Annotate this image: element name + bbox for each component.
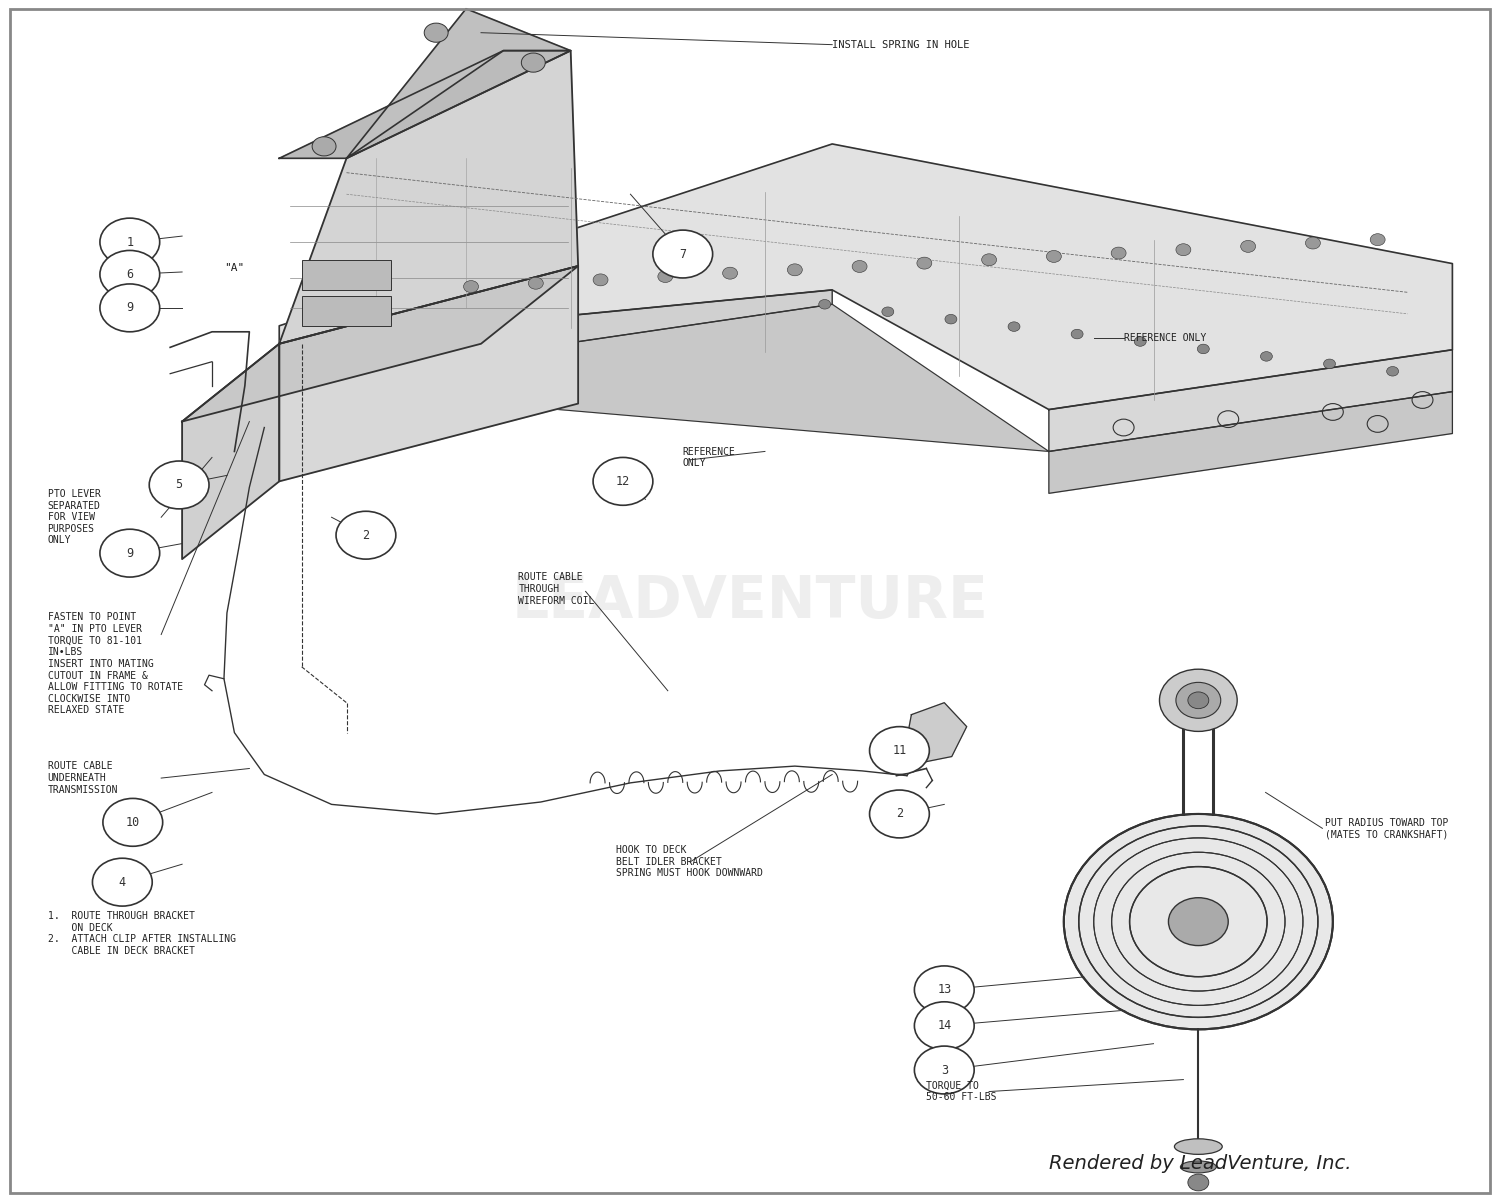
Text: 13: 13 (938, 983, 951, 996)
Circle shape (870, 727, 930, 774)
Circle shape (1197, 344, 1209, 353)
Circle shape (652, 230, 712, 278)
Circle shape (915, 1046, 974, 1094)
Circle shape (100, 284, 159, 332)
Circle shape (522, 53, 546, 72)
Circle shape (100, 218, 159, 266)
Text: 6: 6 (126, 268, 134, 281)
Circle shape (945, 315, 957, 325)
Circle shape (464, 280, 478, 292)
Circle shape (1260, 352, 1272, 361)
Circle shape (1168, 898, 1228, 946)
Text: PUT RADIUS TOWARD TOP
(MATES TO CRANKSHAFT): PUT RADIUS TOWARD TOP (MATES TO CRANKSHA… (1326, 817, 1449, 839)
Text: TORQUE TO
50-60 FT-LBS: TORQUE TO 50-60 FT-LBS (927, 1081, 998, 1102)
Circle shape (916, 257, 932, 269)
Text: 11: 11 (892, 744, 906, 757)
Circle shape (312, 137, 336, 156)
Text: 10: 10 (126, 816, 140, 829)
Circle shape (1134, 337, 1146, 346)
Polygon shape (279, 50, 570, 159)
Ellipse shape (1174, 1138, 1222, 1154)
Polygon shape (279, 304, 1048, 452)
Circle shape (1176, 244, 1191, 256)
Polygon shape (1048, 392, 1452, 493)
Polygon shape (908, 703, 966, 762)
Polygon shape (279, 290, 833, 386)
Circle shape (100, 250, 159, 298)
Ellipse shape (1180, 1161, 1216, 1173)
Text: "A": "A" (224, 263, 245, 273)
Circle shape (852, 261, 867, 273)
Text: 2: 2 (896, 808, 903, 821)
Text: 5: 5 (176, 478, 183, 492)
Text: 7: 7 (680, 248, 687, 261)
Polygon shape (279, 144, 1452, 410)
Circle shape (1323, 359, 1335, 369)
Text: 9: 9 (126, 547, 134, 560)
Text: INSTALL SPRING IN HOLE: INSTALL SPRING IN HOLE (833, 40, 969, 49)
Text: 14: 14 (938, 1019, 951, 1033)
Text: Rendered by LeadVenture, Inc.: Rendered by LeadVenture, Inc. (1048, 1154, 1352, 1173)
Circle shape (1112, 248, 1126, 260)
Circle shape (100, 529, 159, 577)
Circle shape (1240, 240, 1256, 252)
Circle shape (148, 462, 208, 508)
Text: ROUTE CABLE
THROUGH
WIREFORM COIL: ROUTE CABLE THROUGH WIREFORM COIL (519, 572, 594, 606)
Circle shape (882, 307, 894, 316)
Circle shape (592, 274, 608, 286)
Circle shape (915, 1001, 974, 1049)
Circle shape (424, 23, 448, 42)
Text: FASTEN TO POINT
"A" IN PTO LEVER
TORQUE TO 81-101
IN•LBS: FASTEN TO POINT "A" IN PTO LEVER TORQUE … (48, 612, 141, 657)
Text: 1: 1 (126, 236, 134, 249)
Circle shape (104, 798, 162, 846)
Text: REFERENCE
ONLY: REFERENCE ONLY (682, 447, 735, 469)
Text: HOOK TO DECK
BELT IDLER BRACKET
SPRING MUST HOOK DOWNWARD: HOOK TO DECK BELT IDLER BRACKET SPRING M… (615, 845, 762, 879)
Text: 3: 3 (940, 1064, 948, 1077)
Bar (302, 296, 392, 326)
Circle shape (1188, 1174, 1209, 1191)
Circle shape (1305, 237, 1320, 249)
Polygon shape (182, 266, 578, 422)
Circle shape (1008, 322, 1020, 332)
Polygon shape (346, 8, 570, 159)
Circle shape (1188, 692, 1209, 709)
Circle shape (93, 858, 152, 906)
Circle shape (1370, 233, 1384, 245)
Text: INSERT INTO MATING
CUTOUT IN FRAME &
ALLOW FITTING TO ROTATE
CLOCKWISE INTO
RELA: INSERT INTO MATING CUTOUT IN FRAME & ALL… (48, 659, 183, 715)
Text: 4: 4 (118, 876, 126, 888)
Text: ROUTE CABLE
UNDERNEATH
TRANSMISSION: ROUTE CABLE UNDERNEATH TRANSMISSION (48, 762, 118, 795)
Circle shape (528, 278, 543, 290)
Polygon shape (182, 344, 279, 559)
Circle shape (1071, 329, 1083, 339)
Polygon shape (279, 266, 578, 481)
Text: PTO LEVER
SEPARATED
FOR VIEW
PURPOSES
ONLY: PTO LEVER SEPARATED FOR VIEW PURPOSES ON… (48, 489, 100, 546)
Circle shape (723, 267, 738, 279)
Circle shape (1386, 367, 1398, 376)
Circle shape (658, 270, 674, 282)
Circle shape (1065, 815, 1332, 1028)
Text: LEADVENTURE: LEADVENTURE (512, 572, 988, 630)
Circle shape (1160, 670, 1238, 731)
Circle shape (1176, 683, 1221, 719)
Text: 1.  ROUTE THROUGH BRACKET
    ON DECK
2.  ATTACH CLIP AFTER INSTALLING
    CABLE: 1. ROUTE THROUGH BRACKET ON DECK 2. ATTA… (48, 911, 236, 956)
Circle shape (819, 299, 831, 309)
Polygon shape (1048, 350, 1452, 452)
Text: 12: 12 (616, 475, 630, 488)
Circle shape (788, 264, 802, 275)
Circle shape (336, 511, 396, 559)
Circle shape (870, 790, 930, 838)
Text: REFERENCE ONLY: REFERENCE ONLY (1124, 333, 1206, 343)
Circle shape (915, 966, 974, 1013)
Circle shape (981, 254, 996, 266)
Circle shape (592, 458, 652, 505)
Polygon shape (279, 50, 578, 344)
Bar (302, 260, 392, 290)
Circle shape (1047, 250, 1062, 262)
Text: 2: 2 (363, 529, 369, 542)
Text: 9: 9 (126, 302, 134, 315)
